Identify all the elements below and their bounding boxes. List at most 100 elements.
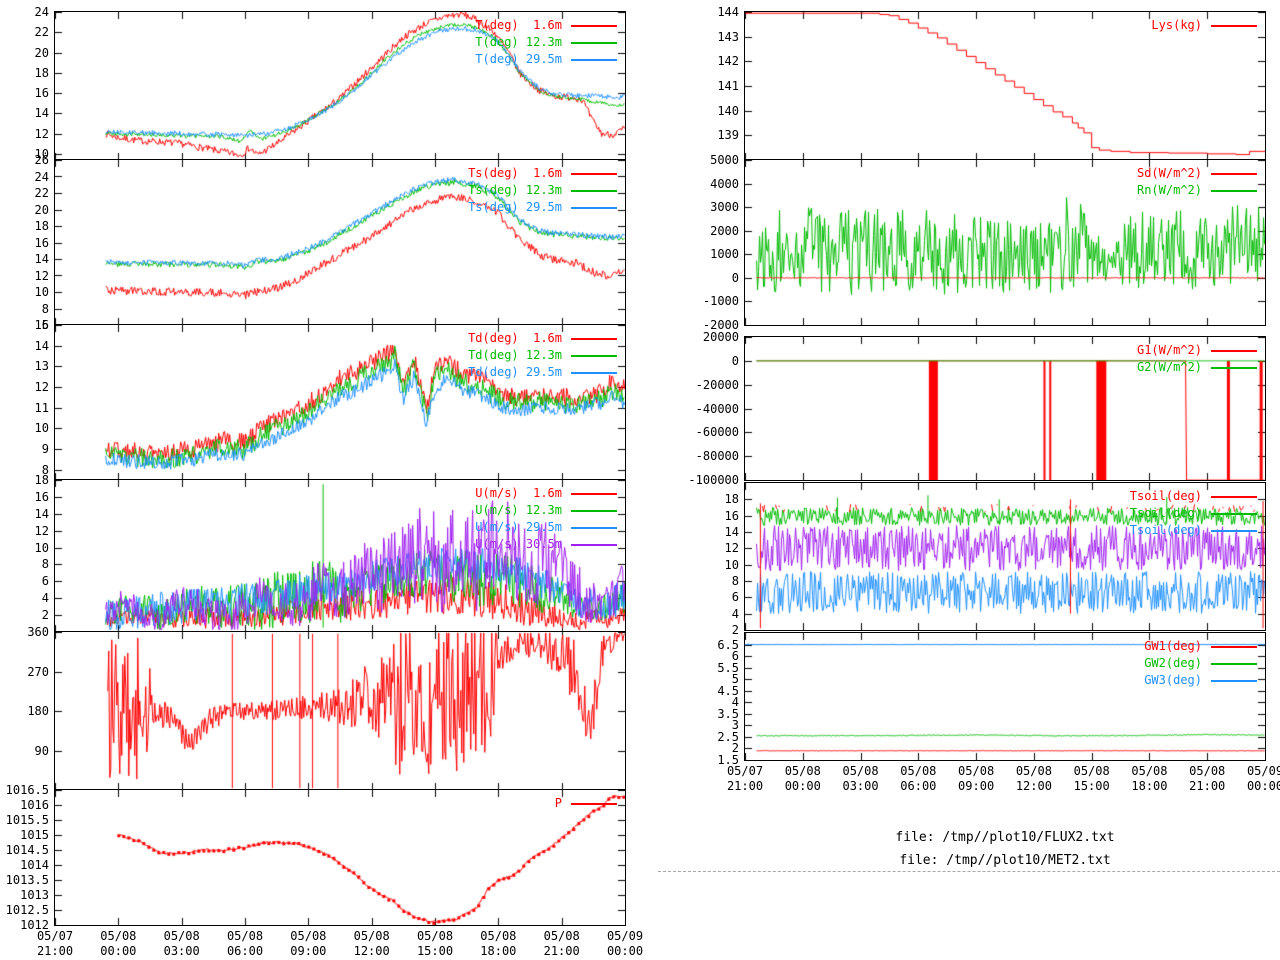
y-tick-label: -60000 — [695, 425, 739, 440]
legend-line-sample — [571, 337, 617, 340]
x-tick-label: 05/08 18:00 — [480, 929, 517, 958]
y-tick-label: 12 — [34, 268, 49, 283]
y-tick-label: 6 — [731, 590, 739, 605]
y-tick-label: 18 — [34, 473, 49, 487]
y-tick-label: 11 — [34, 400, 49, 415]
legend-row-u-m-s-30-5m: U(m/s) 30.5m — [475, 537, 617, 552]
legend-row-td-deg-29-5m: Td(deg) 29.5m — [468, 365, 617, 380]
y-tick-label: 142 — [717, 54, 739, 69]
y-tick-label: 20 — [34, 202, 49, 217]
y-tick-label: 8 — [731, 574, 739, 588]
x-tick-label: 05/08 18:00 — [1131, 764, 1168, 793]
legend-label: Rn(W/m^2) — [1136, 183, 1202, 197]
y-tick-label: 3000 — [710, 200, 739, 215]
y-tick-label: 24 — [34, 169, 49, 184]
legend-label: Td(deg) 12.3m — [468, 348, 562, 362]
legend-line-sample — [571, 492, 617, 495]
legend-line-sample — [571, 509, 617, 512]
legend-label: U(m/s) 12.3m — [475, 503, 562, 517]
legend-label: Ts(deg) 1.6m — [468, 166, 562, 180]
y-tick-label: 6 — [41, 318, 49, 332]
y-tick-label: 8 — [41, 557, 49, 572]
legend-row-lys-kg-: Lys(kg) — [1151, 18, 1257, 33]
y-tick-label: -100000 — [688, 473, 739, 487]
legend-line-sample — [571, 172, 617, 175]
y-tick-label: 3.5 — [717, 706, 739, 721]
legend-line-sample — [1211, 512, 1257, 515]
legend-label: P — [554, 796, 562, 810]
y-tick-label: 143 — [717, 29, 739, 44]
footer-file-line-2: file: /tmp//plot10/MET2.txt — [899, 853, 1111, 868]
legend-line-sample — [1211, 662, 1257, 665]
x-tick-label: 05/08 21:00 — [543, 929, 580, 958]
plot-canvas-wind-speed — [55, 480, 625, 632]
y-tick-label: 4000 — [710, 176, 739, 191]
panel-surface-temperature: Ts(deg) 1.6m Ts(deg) 12.3m Ts(deg) 29.5m — [54, 159, 626, 326]
legend-label: G1(W/m^2) — [1136, 343, 1202, 357]
y-tick-label: 14 — [34, 106, 49, 121]
legend-line-sample — [571, 371, 617, 374]
legend-label: Tsoil(deg) — [1129, 523, 1202, 537]
legend-row-t-deg-1-6m: T(deg) 1.6m — [475, 18, 617, 33]
panel-soil-temperature: Tsoil(deg) Tsoil(deg) Tsoil(deg) — [744, 482, 1266, 631]
y-tick-label: 140 — [717, 103, 739, 118]
plot-canvas-dewpoint-temperature — [55, 325, 625, 480]
legend-label: GW3(deg) — [1144, 673, 1202, 687]
y-tick-label: 1013.5 — [5, 873, 49, 887]
legend-row-t-deg-29-5m: T(deg) 29.5m — [475, 52, 617, 67]
y-tick-label: 2 — [41, 608, 49, 623]
y-tick-label: 1012.5 — [5, 903, 49, 917]
y-tick-label: 18 — [34, 65, 49, 80]
y-tick-label: 0 — [731, 353, 739, 368]
legend-line-sample — [1211, 495, 1257, 498]
x-tick-label: 05/09 00:00 — [1246, 764, 1280, 793]
y-tick-label: 26 — [34, 153, 49, 167]
legend-line-sample — [571, 526, 617, 529]
legend-line-sample — [571, 206, 617, 209]
panel-radiation: Sd(W/m^2) Rn(W/m^2) — [744, 159, 1266, 326]
y-tick-label: 1015 — [20, 828, 49, 842]
y-tick-label: 10 — [34, 421, 49, 436]
y-tick-label: 5.5 — [717, 660, 739, 675]
y-tick-label: 18 — [724, 492, 739, 507]
legend-row-sd-w-m-2-: Sd(W/m^2) — [1137, 166, 1257, 181]
x-tick-label: 05/07 21:00 — [726, 764, 764, 793]
y-tick-label: 5 — [731, 672, 739, 687]
legend-row-t-deg-12-3m: T(deg) 12.3m — [475, 35, 617, 50]
x-tick-label: 05/09 00:00 — [606, 929, 644, 958]
legend-row-g1-w-m-2-: G1(W/m^2) — [1137, 343, 1257, 358]
y-tick-label: 13 — [34, 359, 49, 374]
x-tick-label: 05/07 21:00 — [36, 929, 74, 958]
legend-label: U(m/s) 30.5m — [475, 537, 562, 551]
y-tick-label: 20 — [34, 45, 49, 60]
y-tick-label: 9 — [41, 442, 49, 456]
legend-row-u-m-s-1-6m: U(m/s) 1.6m — [475, 486, 617, 501]
y-tick-label: 4 — [41, 591, 49, 606]
plot-canvas-air-temperature — [55, 12, 625, 160]
y-tick-label: 24 — [34, 5, 49, 19]
legend-row-p: P — [555, 796, 617, 811]
y-tick-label: 360 — [27, 625, 49, 639]
plot-canvas-wind-direction — [55, 632, 625, 790]
legend-line-sample — [1211, 189, 1257, 192]
y-tick-label: 5000 — [710, 153, 739, 167]
y-tick-label: 8 — [41, 462, 49, 477]
legend-line-sample — [571, 58, 617, 61]
legend-line-sample — [571, 543, 617, 546]
y-tick-label: 14 — [724, 525, 739, 539]
legend-label: U(m/s) 1.6m — [475, 486, 562, 500]
plot-canvas-radiation — [745, 160, 1265, 325]
plot-canvas-surface-temperature — [55, 160, 625, 325]
panel-dewpoint-temperature: Td(deg) 1.6m Td(deg) 12.3m Td(deg) 29.5m — [54, 324, 626, 481]
legend-row-gw2-deg-: GW2(deg) — [1144, 656, 1257, 671]
legend-line-sample — [571, 354, 617, 357]
legend-row-g2-w-m-2-: G2(W/m^2) — [1137, 360, 1257, 375]
y-tick-label: 1014.5 — [5, 843, 49, 857]
panel-pressure: P — [54, 789, 626, 926]
y-tick-label: 10 — [34, 146, 49, 161]
y-tick-label: 1012 — [20, 918, 49, 932]
y-tick-label: 16 — [724, 508, 739, 523]
y-tick-label: 18 — [34, 219, 49, 233]
y-tick-label: 4.5 — [717, 683, 739, 698]
y-tick-label: 139 — [717, 128, 739, 143]
